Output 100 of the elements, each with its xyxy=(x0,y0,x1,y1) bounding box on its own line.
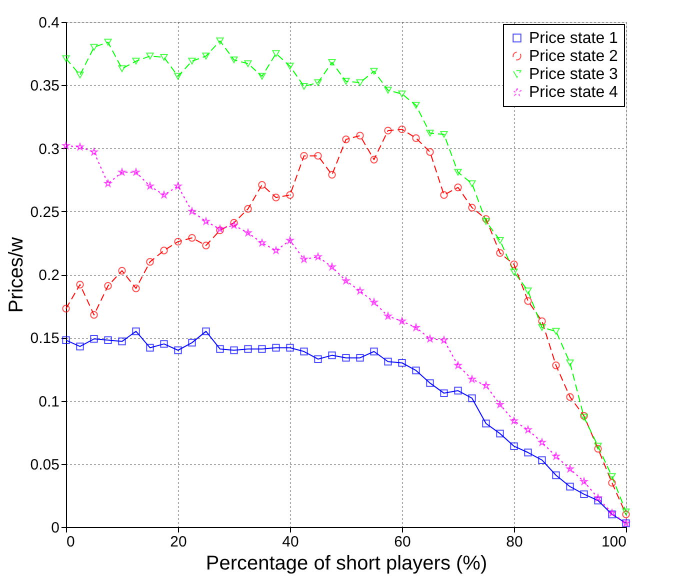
point xyxy=(538,456,546,464)
y-tick-label: 0.4 xyxy=(38,14,60,32)
point xyxy=(482,420,490,428)
point xyxy=(510,442,518,450)
point xyxy=(440,191,448,199)
x-tick-label: 60 xyxy=(394,534,411,550)
point xyxy=(440,389,448,398)
point xyxy=(356,287,364,294)
point xyxy=(104,180,112,187)
point xyxy=(230,346,238,354)
point xyxy=(384,126,392,134)
point xyxy=(188,58,196,65)
point xyxy=(188,338,196,347)
point xyxy=(230,56,238,64)
point xyxy=(76,143,84,150)
point xyxy=(118,168,126,176)
point xyxy=(160,191,168,198)
point xyxy=(160,54,168,61)
point xyxy=(300,152,308,160)
point xyxy=(300,348,308,356)
point xyxy=(412,134,420,142)
point xyxy=(160,246,168,254)
legend-label: Price state 4 xyxy=(529,84,618,101)
y-tick-label: 0.3 xyxy=(38,140,60,158)
point xyxy=(202,218,210,225)
x-axis-title: Percentage of short players (%) xyxy=(206,552,488,574)
point xyxy=(412,324,420,331)
point xyxy=(230,218,238,227)
x-tick-label: 40 xyxy=(282,534,299,550)
y-tick-label: 0.2 xyxy=(38,267,60,284)
point xyxy=(594,496,602,504)
point xyxy=(370,156,378,164)
point xyxy=(342,354,350,362)
point xyxy=(174,238,182,246)
y-tick-label: 0 xyxy=(51,520,60,536)
point xyxy=(398,359,406,367)
point xyxy=(300,255,308,263)
point xyxy=(104,336,112,344)
point xyxy=(594,444,602,453)
point xyxy=(272,344,280,352)
point xyxy=(398,317,406,324)
point xyxy=(426,148,434,156)
point xyxy=(580,490,588,498)
point xyxy=(566,482,574,490)
point xyxy=(104,38,112,46)
point xyxy=(538,317,546,326)
point xyxy=(566,393,574,401)
point xyxy=(482,382,490,389)
x-tick-label: 80 xyxy=(506,534,523,550)
point xyxy=(146,344,154,352)
point xyxy=(454,386,462,395)
point xyxy=(258,72,266,80)
point xyxy=(468,394,476,402)
point xyxy=(90,148,98,156)
point xyxy=(356,79,364,86)
point xyxy=(384,86,392,94)
point xyxy=(468,180,476,188)
point xyxy=(370,348,378,356)
point xyxy=(328,170,336,179)
point xyxy=(566,359,574,366)
legend-label: Price state 1 xyxy=(529,30,618,47)
point xyxy=(62,142,70,149)
point xyxy=(76,72,84,78)
point xyxy=(524,448,532,456)
point xyxy=(328,263,336,270)
point xyxy=(482,218,490,225)
point xyxy=(412,366,420,374)
point xyxy=(608,473,616,480)
point xyxy=(118,338,126,346)
legend-label: Price state 3 xyxy=(529,66,618,83)
point xyxy=(244,205,252,213)
point xyxy=(188,234,196,242)
point xyxy=(174,72,182,80)
point xyxy=(300,82,308,90)
x-tick-label: 20 xyxy=(170,534,187,550)
point xyxy=(524,288,532,294)
point xyxy=(328,351,336,360)
point xyxy=(174,182,182,190)
point xyxy=(454,168,462,176)
point xyxy=(496,430,504,438)
y-tick-label: 0.25 xyxy=(30,204,60,221)
point xyxy=(76,280,84,288)
point xyxy=(76,342,84,350)
point xyxy=(622,508,630,516)
point xyxy=(356,354,364,362)
point xyxy=(118,266,126,275)
legend-label: Price state 2 xyxy=(529,48,618,65)
point xyxy=(104,282,112,290)
point xyxy=(244,345,252,353)
point xyxy=(314,79,322,86)
point xyxy=(90,44,98,51)
point xyxy=(426,335,434,342)
point xyxy=(272,50,280,57)
point xyxy=(440,336,448,344)
point xyxy=(580,478,588,485)
point xyxy=(566,465,574,472)
point xyxy=(146,182,154,190)
y-tick-label: 0.05 xyxy=(30,456,60,474)
point xyxy=(608,510,616,518)
point xyxy=(230,221,238,228)
